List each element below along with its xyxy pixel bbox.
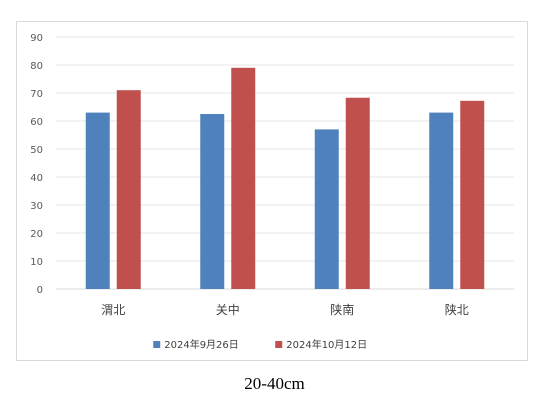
y-tick-label: 0 xyxy=(37,285,43,296)
x-category-label: 陕南 xyxy=(330,302,354,317)
x-category-label: 陕北 xyxy=(445,302,469,317)
legend-label: 2024年10月12日 xyxy=(286,338,367,351)
x-category-label: 渭北 xyxy=(101,303,125,317)
bars xyxy=(85,67,485,289)
y-tick-label: 60 xyxy=(30,117,43,128)
bar xyxy=(231,67,256,289)
legend: 2024年9月26日 2024年10月12日 xyxy=(153,338,367,351)
chart-caption: 20-40cm xyxy=(244,374,305,393)
bar xyxy=(85,112,110,289)
legend-swatch xyxy=(153,341,161,348)
y-tick-label: 90 xyxy=(30,33,43,44)
bar xyxy=(116,90,141,289)
y-tick-label: 70 xyxy=(30,89,43,100)
bar xyxy=(345,97,370,289)
x-axis-category-labels: 渭北 关中 陕南 陕北 xyxy=(101,302,469,317)
legend-swatch xyxy=(275,341,283,348)
bar xyxy=(314,129,339,289)
y-tick-label: 80 xyxy=(30,61,43,72)
y-tick-label: 10 xyxy=(30,257,43,268)
bar xyxy=(429,112,454,289)
y-tick-label: 40 xyxy=(30,173,43,184)
x-category-label: 关中 xyxy=(216,302,240,317)
y-tick-label: 50 xyxy=(30,145,43,156)
y-tick-label: 30 xyxy=(30,201,43,212)
y-tick-label: 20 xyxy=(30,229,43,240)
legend-label: 2024年9月26日 xyxy=(164,338,239,351)
bar xyxy=(460,100,485,289)
y-axis-tick-labels: 0 10 20 30 40 50 60 70 80 90 xyxy=(30,33,43,296)
bar xyxy=(200,114,225,289)
